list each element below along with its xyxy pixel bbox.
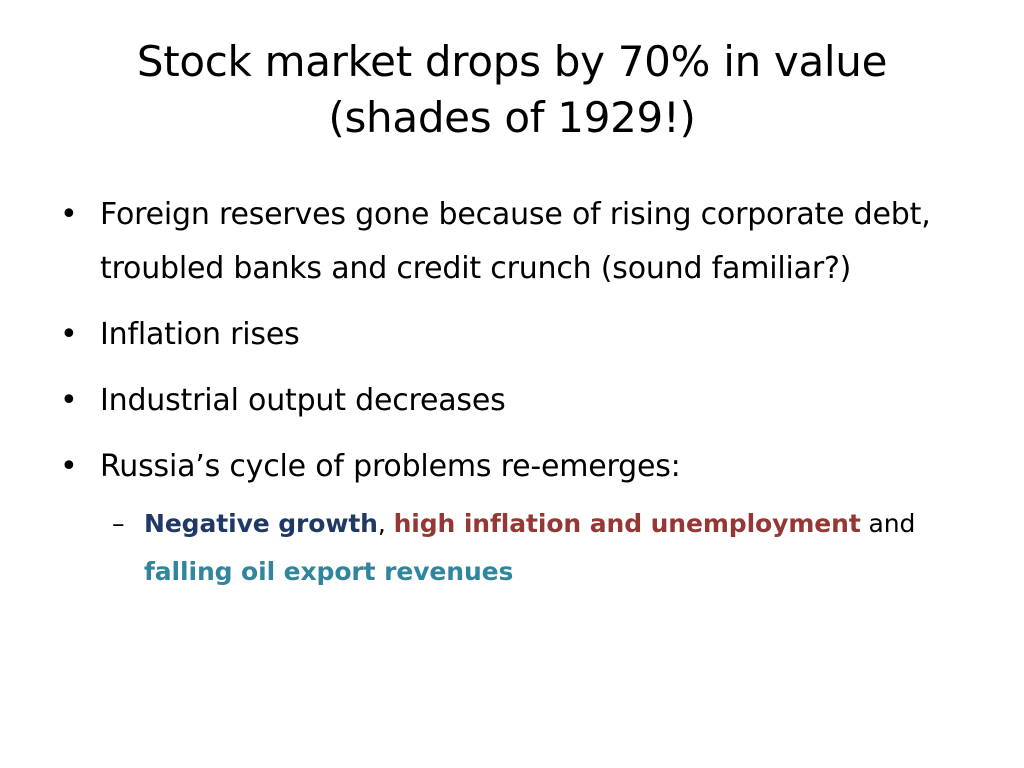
- slide-body: • Foreign reserves gone because of risin…: [58, 188, 958, 596]
- sub-bullet-marker: –: [112, 509, 125, 538]
- bullet-marker: •: [60, 197, 78, 232]
- title-line-1: Stock market drops by 70% in value: [136, 37, 888, 86]
- bullet-item: • Inflation rises: [58, 308, 958, 362]
- bullet-text: Russia’s cycle of problems re-emerges:: [100, 449, 681, 484]
- slide-title: Stock market drops by 70% in value (shad…: [60, 34, 964, 146]
- falling-oil-text: falling oil export revenues: [144, 557, 514, 586]
- sub-bullet-item: – Negative growth, high inflation and un…: [112, 500, 958, 596]
- bullet-text: Foreign reserves gone because of rising …: [100, 197, 931, 286]
- bullet-item: • Industrial output decreases: [58, 374, 958, 428]
- bullet-marker: •: [60, 317, 78, 352]
- bullet-marker: •: [60, 449, 78, 484]
- bullet-text: Industrial output decreases: [100, 383, 506, 418]
- bullet-text: Inflation rises: [100, 317, 300, 352]
- bullet-item: • Foreign reserves gone because of risin…: [58, 188, 958, 296]
- separator-comma: ,: [377, 509, 394, 538]
- negative-growth-text: Negative growth: [144, 509, 378, 538]
- bullet-marker: •: [60, 383, 78, 418]
- title-line-2: (shades of 1929!): [328, 93, 696, 142]
- bullet-item: • Russia’s cycle of problems re-emerges:: [58, 440, 958, 494]
- separator-and: and: [860, 509, 916, 538]
- high-inflation-text: high inflation and unemployment: [393, 509, 861, 538]
